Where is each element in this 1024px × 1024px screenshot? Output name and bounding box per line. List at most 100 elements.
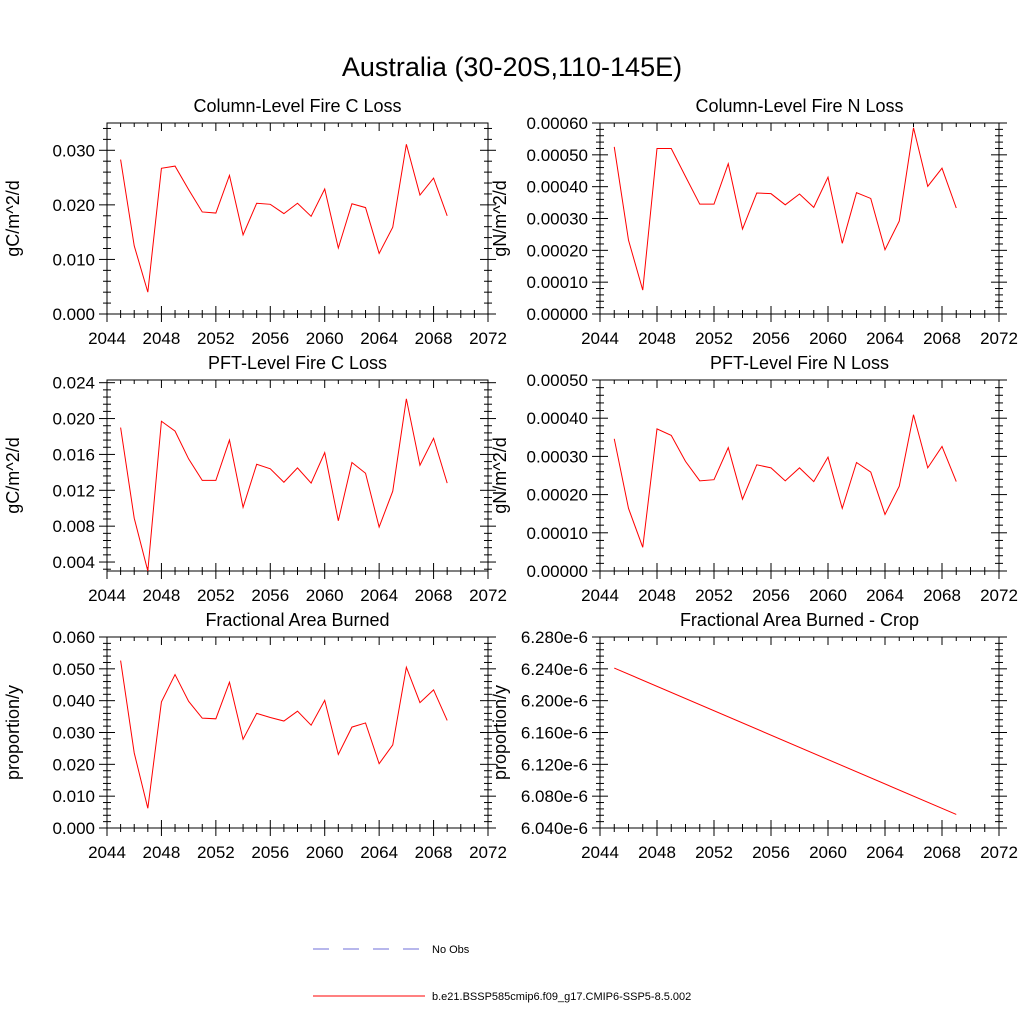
y-tick-label: 0.00030 [527, 447, 588, 466]
x-tick-label: 2048 [143, 329, 181, 348]
panel-title: Fractional Area Burned [205, 610, 389, 630]
x-tick-label: 2056 [251, 843, 289, 862]
x-tick-label: 2064 [360, 586, 398, 605]
x-tick-label: 2048 [143, 586, 181, 605]
x-tick-label: 2044 [581, 329, 619, 348]
legend-label-2: b.e21.BSSP585cmip6.f09_g17.CMIP6-SSP5-8.… [432, 991, 691, 1003]
y-tick-label: 0.020 [52, 410, 95, 429]
x-tick-label: 2064 [866, 329, 904, 348]
x-tick-label: 2056 [251, 329, 289, 348]
x-tick-label: 2060 [306, 586, 344, 605]
y-tick-label: 0.050 [52, 660, 95, 679]
x-tick-label: 2060 [809, 329, 847, 348]
y-tick-label: 6.200e-6 [521, 692, 588, 711]
x-tick-label: 2052 [695, 329, 733, 348]
y-tick-label: 6.120e-6 [521, 755, 588, 774]
x-tick-label: 2048 [638, 329, 676, 348]
plot-frame [106, 122, 489, 315]
y-tick-label: 0.010 [52, 787, 95, 806]
x-tick-label: 2056 [752, 329, 790, 348]
plot-frame [106, 379, 489, 572]
plot-frame [599, 122, 1000, 315]
x-tick-label: 2064 [866, 586, 904, 605]
x-tick-label: 2064 [866, 843, 904, 862]
x-tick-label: 2072 [980, 586, 1018, 605]
y-tick-label: 0.012 [52, 481, 95, 500]
x-tick-label: 2048 [638, 586, 676, 605]
y-tick-label: 0.00000 [527, 305, 588, 324]
x-tick-label: 2044 [88, 586, 126, 605]
x-tick-label: 2044 [88, 329, 126, 348]
y-tick-label: 0.008 [52, 517, 95, 536]
x-tick-label: 2072 [469, 586, 507, 605]
x-tick-label: 2052 [695, 843, 733, 862]
y-axis-label: proportion/y [490, 685, 510, 780]
panel-title: PFT-Level Fire C Loss [208, 353, 387, 373]
x-tick-label: 2060 [306, 843, 344, 862]
y-tick-label: 0.00050 [527, 371, 588, 390]
y-axis-label: gN/m^2/d [490, 437, 510, 513]
panels: 2044 2048 2052 2056 2060 2064 2068 2072 0.000 0.0… [3, 96, 1018, 862]
x-tick-label: 2068 [923, 329, 961, 348]
x-tick-label: 2056 [752, 843, 790, 862]
y-tick-label: 0.00000 [527, 562, 588, 581]
chart-panel-6: 2044 2048 2052 2056 2060 2064 2068 2072 6.040e-6… [490, 610, 1018, 862]
x-tick-label: 2060 [809, 586, 847, 605]
x-tick-label: 2044 [581, 843, 619, 862]
chart-panel-1: 2044 2048 2052 2056 2060 2064 2068 2072 0.000 0.0… [3, 96, 507, 348]
plot-frame [599, 379, 1000, 572]
x-tick-label: 2052 [197, 843, 235, 862]
x-tick-label: 2060 [306, 329, 344, 348]
panel-title: Fractional Area Burned - Crop [680, 610, 919, 630]
figure-title: Australia (30-20S,110-145E) [342, 52, 682, 82]
panel-title: Column-Level Fire C Loss [193, 96, 401, 116]
legend-label-1: No Obs [432, 944, 470, 956]
x-tick-label: 2072 [980, 843, 1018, 862]
y-tick-label: 0.000 [52, 305, 95, 324]
y-tick-label: 0.040 [52, 692, 95, 711]
series-line-1 [120, 144, 448, 293]
x-tick-label: 2052 [695, 586, 733, 605]
x-tick-label: 2068 [415, 843, 453, 862]
series-line-1 [613, 414, 957, 548]
x-tick-label: 2052 [197, 329, 235, 348]
x-tick-label: 2060 [809, 843, 847, 862]
chart-panel-4: 2044 2048 2052 2056 2060 2064 2068 2072 0.00000 0… [490, 353, 1018, 605]
y-tick-label: 0.060 [52, 628, 95, 647]
x-tick-label: 2044 [581, 586, 619, 605]
y-tick-label: 0.020 [52, 755, 95, 774]
y-tick-label: 6.040e-6 [521, 819, 588, 838]
x-tick-label: 2052 [197, 586, 235, 605]
x-tick-label: 2048 [143, 843, 181, 862]
chart-panel-3: 2044 2048 2052 2056 2060 2064 2068 2072 0.004 0.0… [3, 353, 507, 605]
y-tick-label: 6.280e-6 [521, 628, 588, 647]
x-tick-label: 2072 [980, 329, 1018, 348]
y-tick-label: 0.024 [52, 374, 95, 393]
chart-panel-2: 2044 2048 2052 2056 2060 2064 2068 2072 0.00000 0… [490, 96, 1018, 348]
y-axis-label: gC/m^2/d [3, 180, 23, 256]
x-tick-label: 2068 [415, 586, 453, 605]
y-tick-label: 0.000 [52, 819, 95, 838]
series-line-1 [613, 127, 957, 291]
y-tick-label: 6.080e-6 [521, 787, 588, 806]
legend: No Obs b.e21.BSSP585cmip6.f09_g17.CMIP6-S… [313, 944, 691, 1003]
y-tick-label: 0.020 [52, 196, 95, 215]
x-tick-label: 2048 [638, 843, 676, 862]
y-tick-label: 0.010 [52, 250, 95, 269]
x-tick-label: 2056 [251, 586, 289, 605]
y-axis-label: gC/m^2/d [3, 437, 23, 513]
y-tick-label: 0.00060 [527, 114, 588, 133]
x-tick-label: 2068 [923, 586, 961, 605]
panel-title: Column-Level Fire N Loss [695, 96, 903, 116]
y-tick-label: 0.030 [52, 724, 95, 743]
y-tick-label: 0.00020 [527, 486, 588, 505]
plot-frame [106, 636, 489, 829]
y-tick-label: 0.00040 [527, 178, 588, 197]
x-tick-label: 2068 [415, 329, 453, 348]
y-axis-label: proportion/y [3, 685, 23, 780]
x-tick-label: 2064 [360, 843, 398, 862]
y-tick-label: 0.00040 [527, 409, 588, 428]
y-tick-label: 0.00010 [527, 524, 588, 543]
y-tick-label: 0.004 [52, 553, 95, 572]
x-tick-label: 2056 [752, 586, 790, 605]
